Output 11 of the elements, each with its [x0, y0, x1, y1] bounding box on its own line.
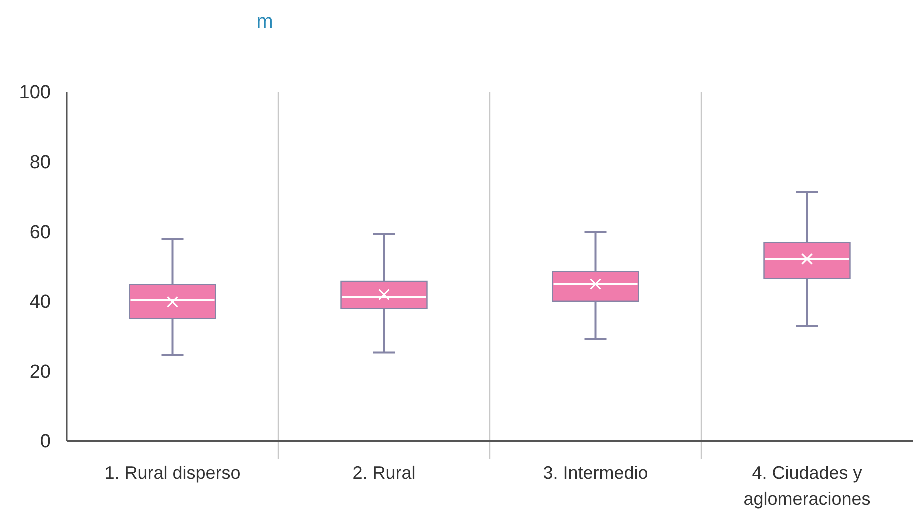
y-tick-label: 0	[40, 432, 51, 453]
y-tick-label: 80	[30, 152, 51, 174]
x-tick-label: 1. Rural disperso	[104, 463, 241, 483]
y-tick-label: 60	[30, 222, 51, 244]
chart-title: m	[256, 11, 274, 33]
x-tick-label: 4. Ciudades y aglomeraciones	[744, 463, 871, 509]
x-tick-label: 3. Intermedio	[543, 463, 648, 483]
y-tick-label: 40	[30, 292, 51, 314]
x-tick-label: 2. Rural	[352, 463, 416, 483]
y-tick-label: 20	[30, 362, 51, 383]
y-tick-label: 100	[19, 82, 51, 104]
